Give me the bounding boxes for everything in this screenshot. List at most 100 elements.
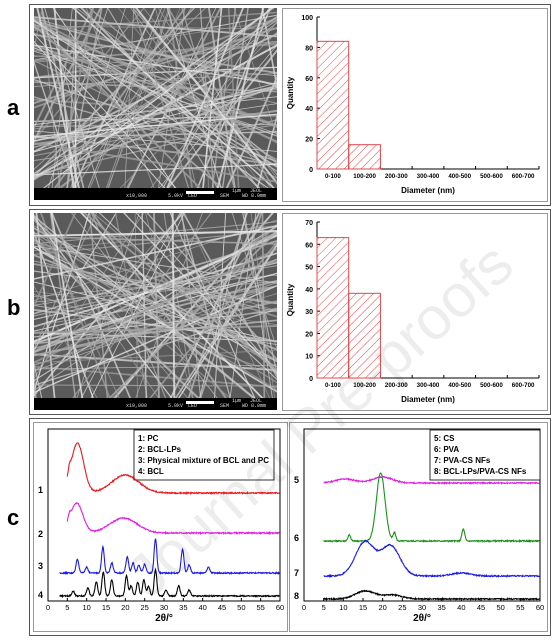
fiber [34, 11, 277, 31]
fiber [34, 19, 277, 168]
fiber [229, 213, 257, 398]
fiber [34, 384, 277, 387]
sem-type: SEM [220, 403, 230, 409]
xrd-chart-right: 0 5 10 15 20 25 30 35 40 45 50 55 60 2θ/° 5: CS 6: PVA 7… [294, 428, 544, 624]
x-tick-label: 10 [339, 603, 347, 612]
x-tick-label: 15 [102, 603, 110, 612]
y-tick-label: 10 [305, 354, 313, 361]
fiber [80, 213, 181, 398]
fiber [166, 8, 245, 188]
x-tick-label: 20 [121, 603, 129, 612]
fiber [34, 300, 277, 357]
y-tick-label: 0 [309, 167, 313, 174]
fiber [181, 213, 202, 398]
y-tick-label: 20 [305, 137, 313, 144]
panel-a-chart-frame [282, 8, 548, 202]
fiber [34, 248, 277, 364]
fiber [34, 239, 277, 391]
panel-label-a: a [7, 95, 20, 120]
fiber [34, 353, 277, 372]
sem-voltage: 5.0kV [168, 403, 184, 409]
y-axis-label: Quantity [286, 76, 295, 109]
fiber [34, 272, 277, 332]
x-tick-label: 0-100 [325, 382, 341, 389]
series-line [323, 539, 540, 578]
fiber [34, 113, 277, 138]
panel-label-b: b [7, 295, 21, 320]
fiber [34, 8, 145, 142]
sem-image-b: x10,000 5.0kV LED 1μm JEOL SEM WD 8.0mm [34, 213, 277, 410]
fiber [56, 8, 94, 188]
fiber [227, 8, 240, 188]
fiber [216, 8, 265, 188]
fiber [108, 229, 277, 398]
fiber [87, 8, 163, 188]
fiber [34, 16, 277, 181]
legend-box [133, 429, 275, 481]
series-line [59, 538, 281, 576]
fiber [34, 23, 277, 129]
series-line [323, 475, 540, 486]
fiber [34, 265, 277, 306]
fiber [34, 263, 277, 304]
legend-item: 8: BCL-LPs/PVA-CS NFs [434, 467, 527, 476]
fiber [34, 44, 277, 85]
fiber [34, 232, 277, 312]
y-tick-label: 20 [305, 331, 313, 338]
series-label: 4 [38, 590, 43, 600]
fiber [135, 213, 277, 373]
x-tick-label: 55 [256, 603, 264, 612]
fiber [34, 213, 184, 374]
fiber [34, 231, 277, 384]
fiber [34, 24, 224, 188]
fiber [34, 96, 277, 126]
fiber [113, 213, 274, 398]
x-tick-label: 400-500 [448, 382, 471, 389]
fiber [34, 246, 277, 363]
x-tick-label: 200-300 [385, 173, 408, 180]
fiber [85, 8, 155, 188]
series-label: 3 [38, 561, 43, 571]
fiber [169, 213, 261, 398]
histogram-a: 0 20 40 60 80 100 0-100 100-200 200-300 300-400 40… [286, 15, 540, 195]
x-tick-label: 0 [46, 603, 50, 612]
x-tick-label: 35 [179, 603, 187, 612]
x-axis-label: 2θ/° [155, 613, 173, 624]
fiber [34, 33, 177, 188]
bar [348, 144, 381, 170]
fiber [34, 245, 277, 284]
x-tick-label: 45 [218, 603, 226, 612]
x-tick-label: 25 [398, 603, 406, 612]
fiber [34, 142, 277, 183]
series-label: 1 [38, 485, 43, 495]
legend-item: 5: CS [434, 434, 455, 443]
series-line [59, 567, 280, 599]
fiber [34, 163, 277, 176]
fiber [34, 307, 277, 357]
y-axis-label: Quantity [286, 283, 295, 316]
fiber [261, 213, 266, 398]
x-axis-label: Diameter (nm) [401, 395, 455, 404]
legend-item: 6: PVA [434, 445, 459, 454]
scale-bar [186, 401, 214, 404]
fiber [34, 361, 43, 398]
fiber [88, 213, 109, 398]
bar [316, 40, 350, 170]
fiber [34, 8, 43, 51]
x-tick-label: 35 [437, 603, 445, 612]
fiber [155, 8, 197, 188]
x-tick-label: 25 [140, 603, 148, 612]
panel-b-chart-frame [282, 213, 548, 411]
x-tick-label: 600-700 [512, 173, 535, 180]
fiber [34, 279, 277, 344]
sem-magnification: x10,000 [126, 193, 148, 199]
x-axis-label: 2θ/° [413, 613, 431, 624]
y-tick-label: 40 [305, 287, 313, 294]
x-tick-label: 100-200 [353, 173, 376, 180]
x-tick-label: 30 [418, 603, 426, 612]
fiber [34, 78, 277, 163]
x-tick-label: 200-300 [385, 382, 408, 389]
xrd-chart-left: 0 5 10 15 20 25 30 35 40 45 50 55 60 2θ/° 1: PC 2: BCL-… [38, 428, 284, 624]
fiber [58, 22, 277, 188]
